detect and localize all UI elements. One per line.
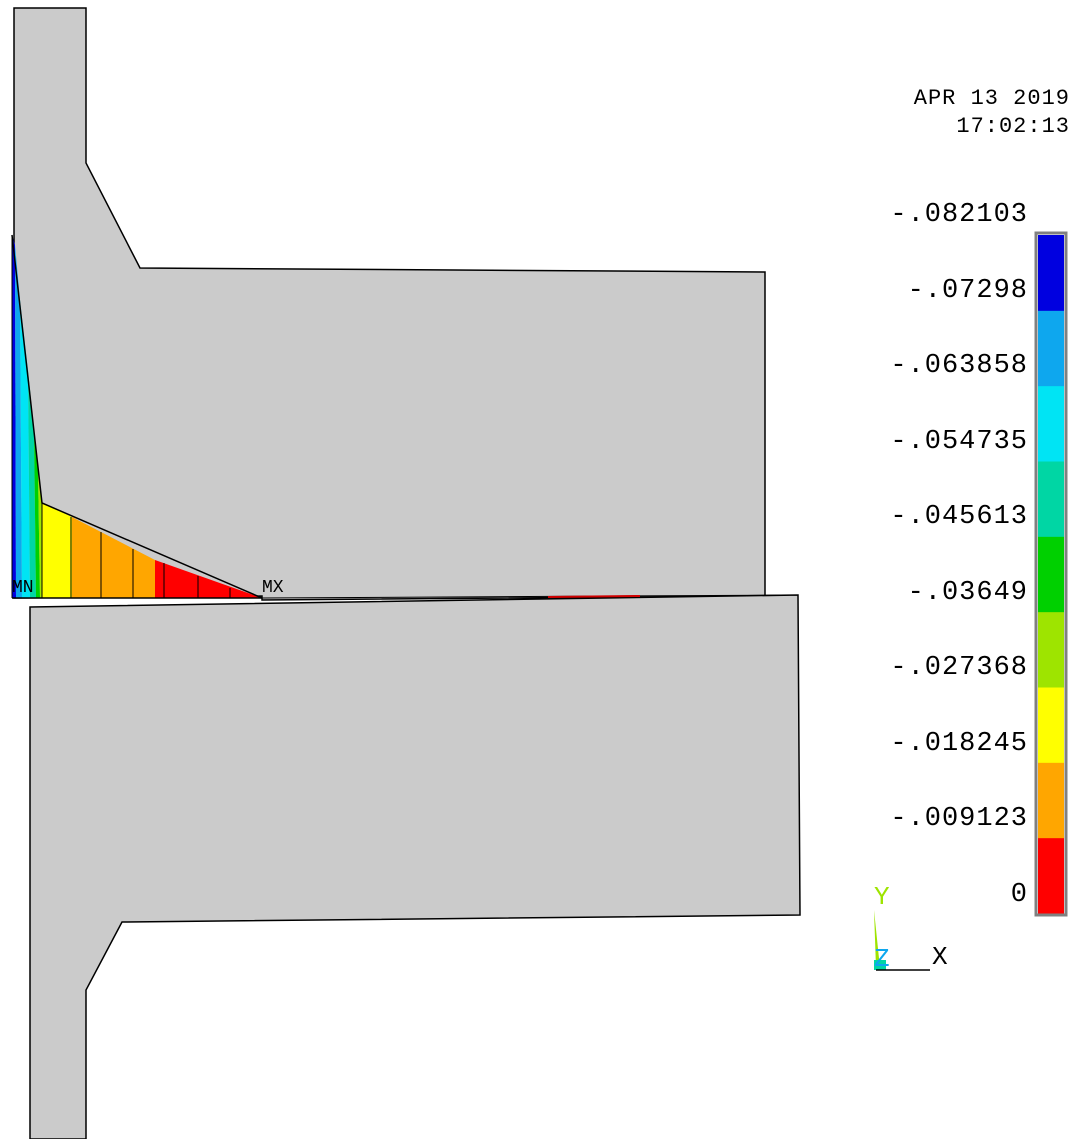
triad-y-axis (874, 910, 880, 968)
legend-band (1038, 536, 1064, 613)
contact-line (261, 594, 799, 599)
legend-band (1038, 461, 1064, 537)
legend-band (1038, 611, 1064, 688)
max-marker: MX (262, 578, 284, 598)
legend-label: -.045613 (890, 502, 1028, 532)
min-marker: MN (12, 578, 34, 598)
legend-label: -.009123 (890, 804, 1028, 834)
legend-label: -.063858 (890, 351, 1028, 381)
legend-band (1038, 687, 1064, 763)
lower-body (29, 594, 801, 1139)
legend-label: -.07298 (907, 275, 1028, 306)
pressure-band-teal (28, 370, 36, 598)
legend-label: -.082103 (890, 200, 1028, 230)
pressure-distribution (11, 234, 263, 599)
pressure-band-red (155, 560, 262, 598)
legend-band (1038, 762, 1064, 839)
legend-band (1038, 837, 1064, 914)
timestamp-date: APR 13 2019 (913, 86, 1070, 111)
pressure-band-orange (72, 517, 155, 598)
legend-label: -.018245 (890, 728, 1028, 759)
legend-label: 0 (1010, 879, 1028, 910)
triad-origin (874, 960, 886, 970)
pressure-band-blue (12, 235, 16, 598)
timestamp-time: 17:02:13 (956, 114, 1070, 139)
triad-z-label: Z (874, 944, 890, 974)
pressure-band-green (34, 430, 40, 598)
pressure-band-yellow (42, 503, 72, 598)
coordinate-triad: Y Z X (874, 882, 948, 974)
legend-label: -.027368 (890, 653, 1028, 683)
contact-red-segment (547, 595, 641, 598)
legend-band (1038, 235, 1064, 311)
legend-band (1038, 310, 1064, 387)
legend-band (1038, 385, 1064, 462)
triad-y-label: Y (874, 882, 890, 912)
legend-label: -.054735 (890, 426, 1028, 457)
pressure-band-lightblue (15, 245, 22, 598)
legend-colorbar (1034, 231, 1068, 917)
pressure-band-yellowgreen (38, 470, 42, 598)
triad-x-label: X (932, 942, 948, 972)
legend-label: -.03649 (907, 577, 1028, 608)
upper-body (13, 7, 766, 601)
